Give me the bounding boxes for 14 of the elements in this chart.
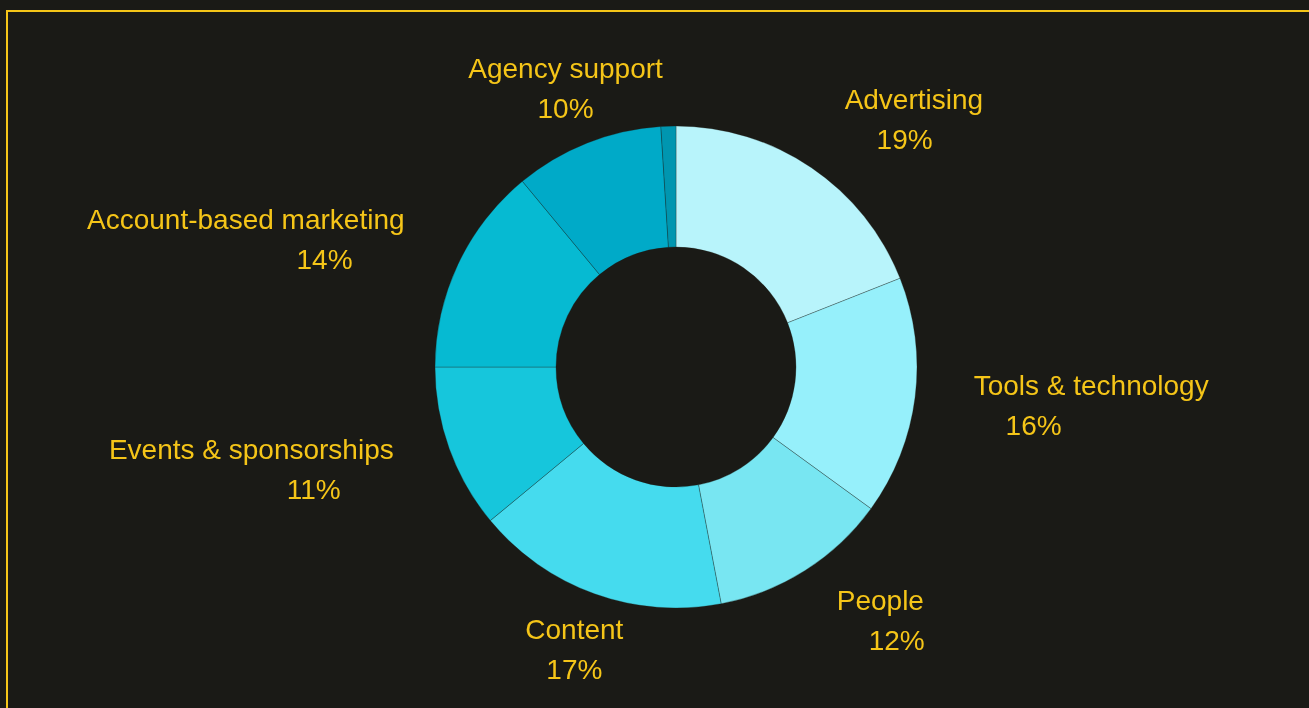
slice-label: Agency support — [468, 53, 664, 85]
data-label: 14% — [296, 244, 353, 276]
data-label: 10% — [537, 93, 594, 125]
data-label: 17% — [546, 654, 603, 686]
data-label: 11% — [286, 473, 341, 505]
data-label: 19% — [876, 123, 933, 155]
slice-label: Tools & technology — [973, 369, 1209, 401]
data-label: 16% — [1005, 409, 1062, 441]
slice-label: Account-based marketing — [87, 204, 405, 236]
slice-label: Content — [525, 614, 624, 646]
slice-label: Events & sponsorships — [108, 433, 394, 465]
data-label: 12% — [868, 625, 925, 657]
slice-label: People — [836, 585, 924, 617]
slice-label: Advertising — [844, 83, 984, 115]
